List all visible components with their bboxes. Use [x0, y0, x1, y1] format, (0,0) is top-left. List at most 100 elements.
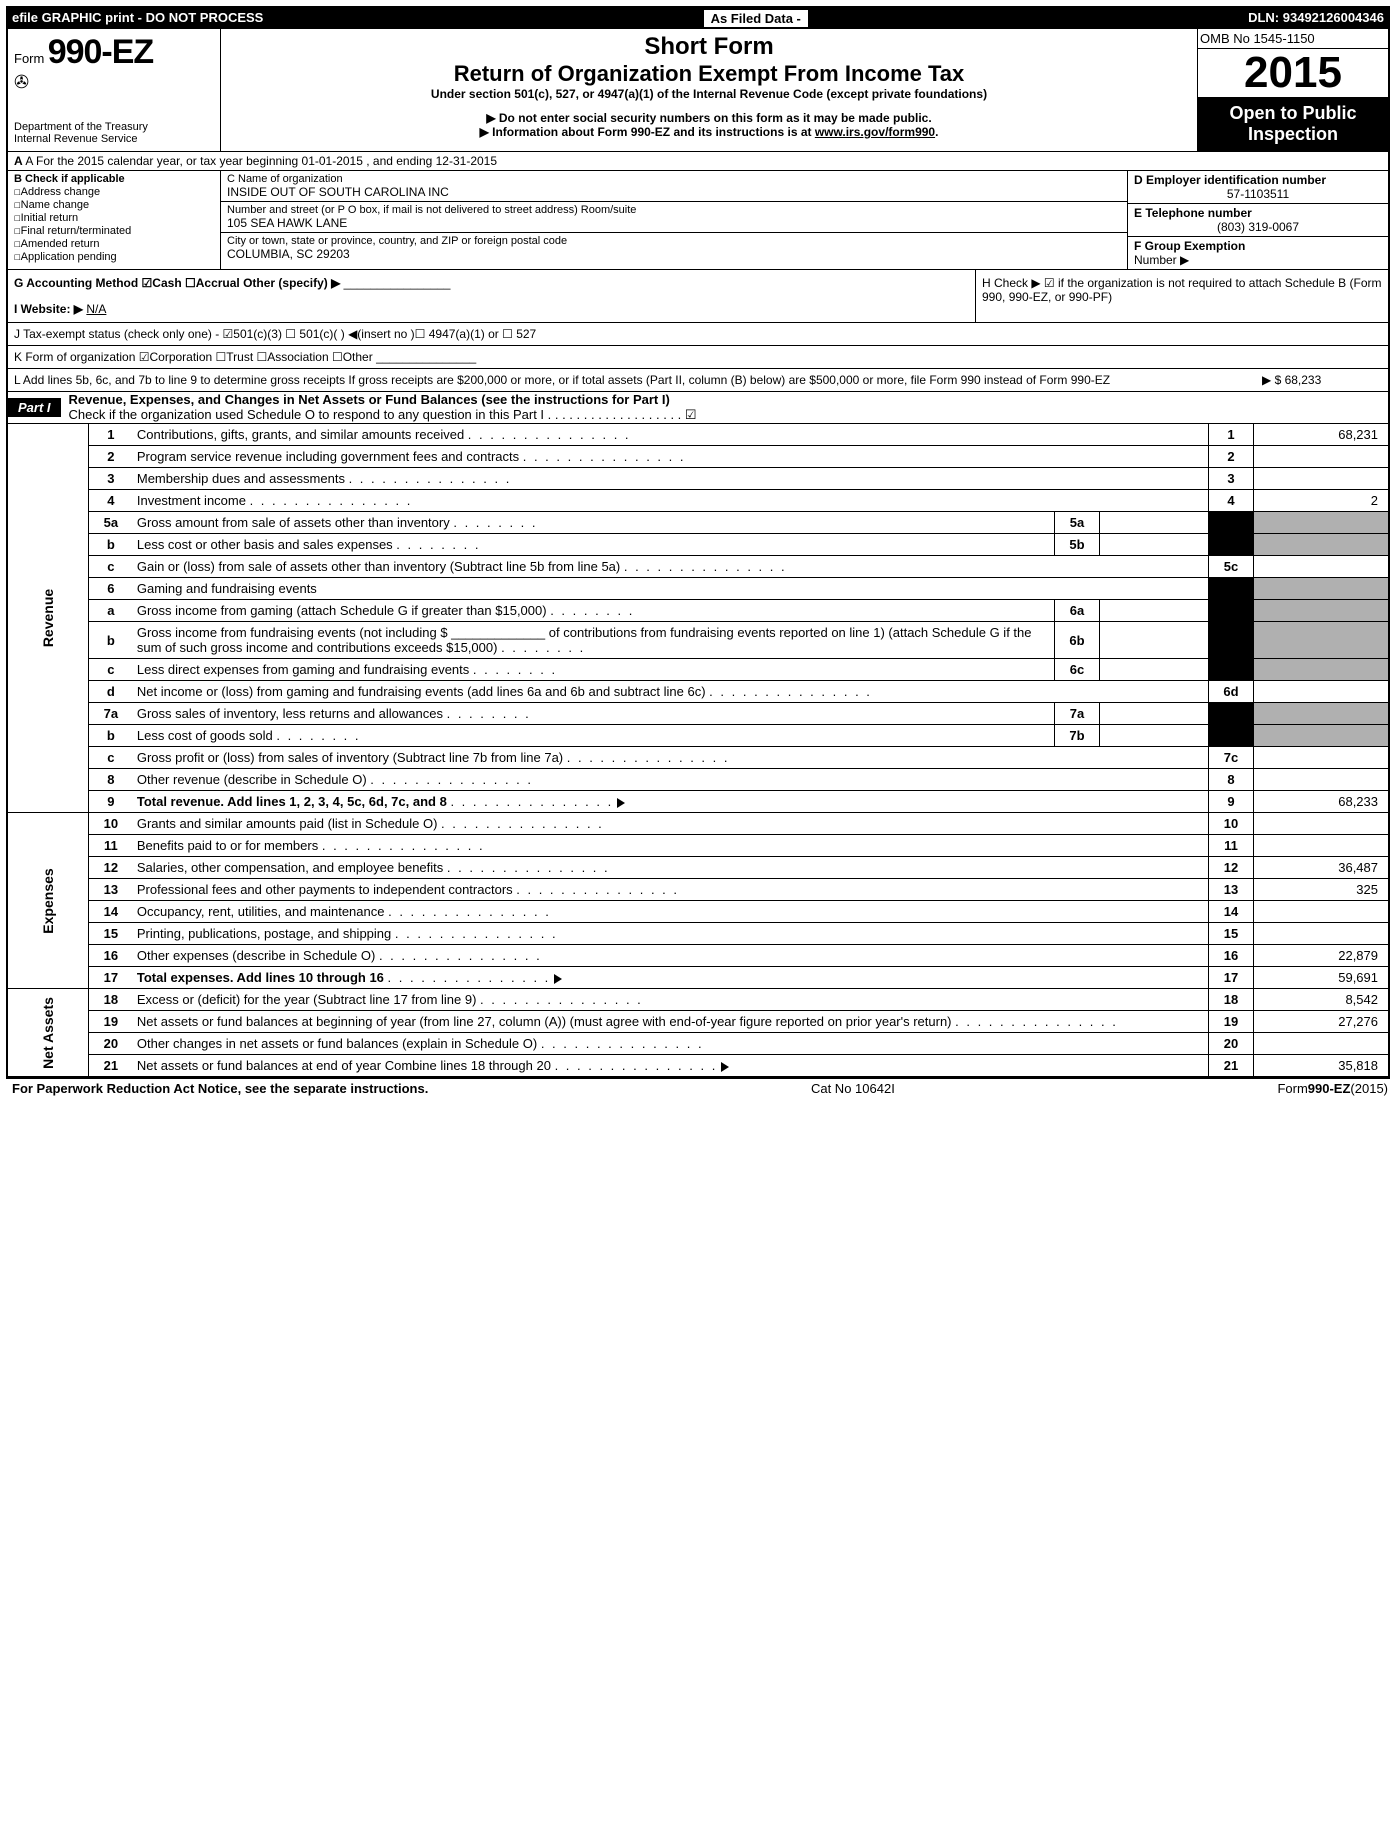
line-num-cell: 5c: [1209, 556, 1254, 578]
header-right: OMB No 1545-1150 2015 Open to Public Ins…: [1197, 29, 1388, 151]
line-num-cell: 3: [1209, 468, 1254, 490]
line-desc: Membership dues and assessments: [133, 468, 1209, 490]
dept1: Department of the Treasury: [14, 121, 214, 133]
line-number: 1: [88, 424, 133, 446]
line-row: 5aGross amount from sale of assets other…: [8, 512, 1388, 534]
checkbox-item: ☐Final return/terminated: [14, 224, 214, 237]
line-row: Expenses10Grants and similar amounts pai…: [8, 813, 1388, 835]
section-bcdef: B Check if applicable ☐Address change☐Na…: [8, 171, 1388, 270]
line-desc: Net income or (loss) from gaming and fun…: [133, 681, 1209, 703]
g-label: G Accounting Method ☑Cash ☐Accrual Other…: [14, 276, 340, 290]
checkbox-item: ☐Initial return: [14, 211, 214, 224]
line-number: a: [88, 600, 133, 622]
line-row: 12Salaries, other compensation, and empl…: [8, 857, 1388, 879]
line-desc: Contributions, gifts, grants, and simila…: [133, 424, 1209, 446]
line-num-cell: 6d: [1209, 681, 1254, 703]
line-number: 17: [88, 967, 133, 989]
line-desc: Excess or (deficit) for the year (Subtra…: [133, 989, 1209, 1011]
line-row: cLess direct expenses from gaming and fu…: [8, 659, 1388, 681]
line-row: 8Other revenue (describe in Schedule O) …: [8, 769, 1388, 791]
sub-num: 6c: [1055, 659, 1100, 681]
line-row: aGross income from gaming (attach Schedu…: [8, 600, 1388, 622]
line-number: 7a: [88, 703, 133, 725]
col-def: D Employer identification number 57-1103…: [1128, 171, 1388, 269]
line-desc: Salaries, other compensation, and employ…: [133, 857, 1209, 879]
header: Form 990-EZ ✇ Department of the Treasury…: [8, 29, 1388, 152]
line-num-cell: 14: [1209, 901, 1254, 923]
col-c: C Name of organization INSIDE OUT OF SOU…: [221, 171, 1128, 269]
line-val: [1254, 725, 1389, 747]
line-desc: Total expenses. Add lines 10 through 16: [133, 967, 1209, 989]
city-label: City or town, state or province, country…: [227, 235, 1121, 247]
website-val: N/A: [86, 302, 106, 316]
line-desc: Investment income: [133, 490, 1209, 512]
line-row: bLess cost of goods sold 7b: [8, 725, 1388, 747]
col-b: B Check if applicable ☐Address change☐Na…: [8, 171, 221, 269]
line-num-cell: 10: [1209, 813, 1254, 835]
part1-title: Revenue, Expenses, and Changes in Net As…: [69, 392, 670, 407]
sub-num: 6a: [1055, 600, 1100, 622]
sub-val: [1100, 725, 1209, 747]
line-val: [1254, 534, 1389, 556]
line-num-cell: 17: [1209, 967, 1254, 989]
note2: ▶ Information about Form 990-EZ and its …: [229, 125, 1189, 139]
j-row: J Tax-exempt status (check only one) - ☑…: [8, 323, 1388, 346]
line-val: 68,231: [1254, 424, 1389, 446]
line-row: 2Program service revenue including gover…: [8, 446, 1388, 468]
line-num-cell: 21: [1209, 1055, 1254, 1077]
line-val: 8,542: [1254, 989, 1389, 1011]
line-val: [1254, 1033, 1389, 1055]
line-desc: Occupancy, rent, utilities, and maintena…: [133, 901, 1209, 923]
line-desc: Gain or (loss) from sale of assets other…: [133, 556, 1209, 578]
line-row: 6Gaming and fundraising events: [8, 578, 1388, 600]
line-number: c: [88, 747, 133, 769]
line-val: 2: [1254, 490, 1389, 512]
line-number: c: [88, 556, 133, 578]
line-row: 14Occupancy, rent, utilities, and mainte…: [8, 901, 1388, 923]
form-label: Form: [14, 51, 44, 66]
line-val: 22,879: [1254, 945, 1389, 967]
sub-val: [1100, 703, 1209, 725]
line-number: d: [88, 681, 133, 703]
line-desc: Gross income from fundraising events (no…: [133, 622, 1055, 659]
line-desc: Gross income from gaming (attach Schedul…: [133, 600, 1055, 622]
tax-year: 2015: [1198, 49, 1388, 97]
line-desc: Printing, publications, postage, and shi…: [133, 923, 1209, 945]
line-number: 15: [88, 923, 133, 945]
line-number: 21: [88, 1055, 133, 1077]
line-number: b: [88, 534, 133, 556]
sub-val: [1100, 659, 1209, 681]
line-desc: Less cost or other basis and sales expen…: [133, 534, 1055, 556]
dept2: Internal Revenue Service: [14, 133, 214, 145]
k-row: K Form of organization ☑Corporation ☐Tru…: [8, 346, 1388, 369]
line-num-cell: 9: [1209, 791, 1254, 813]
line-num-cell: 2: [1209, 446, 1254, 468]
sub-num: 7b: [1055, 725, 1100, 747]
line-num-cell: 20: [1209, 1033, 1254, 1055]
line-number: 8: [88, 769, 133, 791]
line-val: 59,691: [1254, 967, 1389, 989]
form-number: 990-EZ: [48, 33, 154, 71]
line-num-cell: 8: [1209, 769, 1254, 791]
line-row: Net Assets18Excess or (deficit) for the …: [8, 989, 1388, 1011]
line-row: dNet income or (loss) from gaming and fu…: [8, 681, 1388, 703]
topbar-mid: As Filed Data -: [704, 10, 808, 27]
line-num-cell: 16: [1209, 945, 1254, 967]
line-row: 7aGross sales of inventory, less returns…: [8, 703, 1388, 725]
line-desc: Less direct expenses from gaming and fun…: [133, 659, 1055, 681]
line-number: 16: [88, 945, 133, 967]
line-num-cell: 12: [1209, 857, 1254, 879]
line-number: b: [88, 622, 133, 659]
line-val: [1254, 769, 1389, 791]
open-public-2: Inspection: [1200, 124, 1386, 145]
line-num-cell: [1209, 725, 1254, 747]
irs-link[interactable]: www.irs.gov/form990: [815, 125, 935, 139]
group-label: F Group Exemption: [1134, 239, 1245, 253]
sub-val: [1100, 622, 1209, 659]
short-form: Short Form: [229, 33, 1189, 61]
line-number: 3: [88, 468, 133, 490]
line-num-cell: 15: [1209, 923, 1254, 945]
line-val: [1254, 681, 1389, 703]
checkbox-item: ☐Address change: [14, 185, 214, 198]
line-desc: Grants and similar amounts paid (list in…: [133, 813, 1209, 835]
